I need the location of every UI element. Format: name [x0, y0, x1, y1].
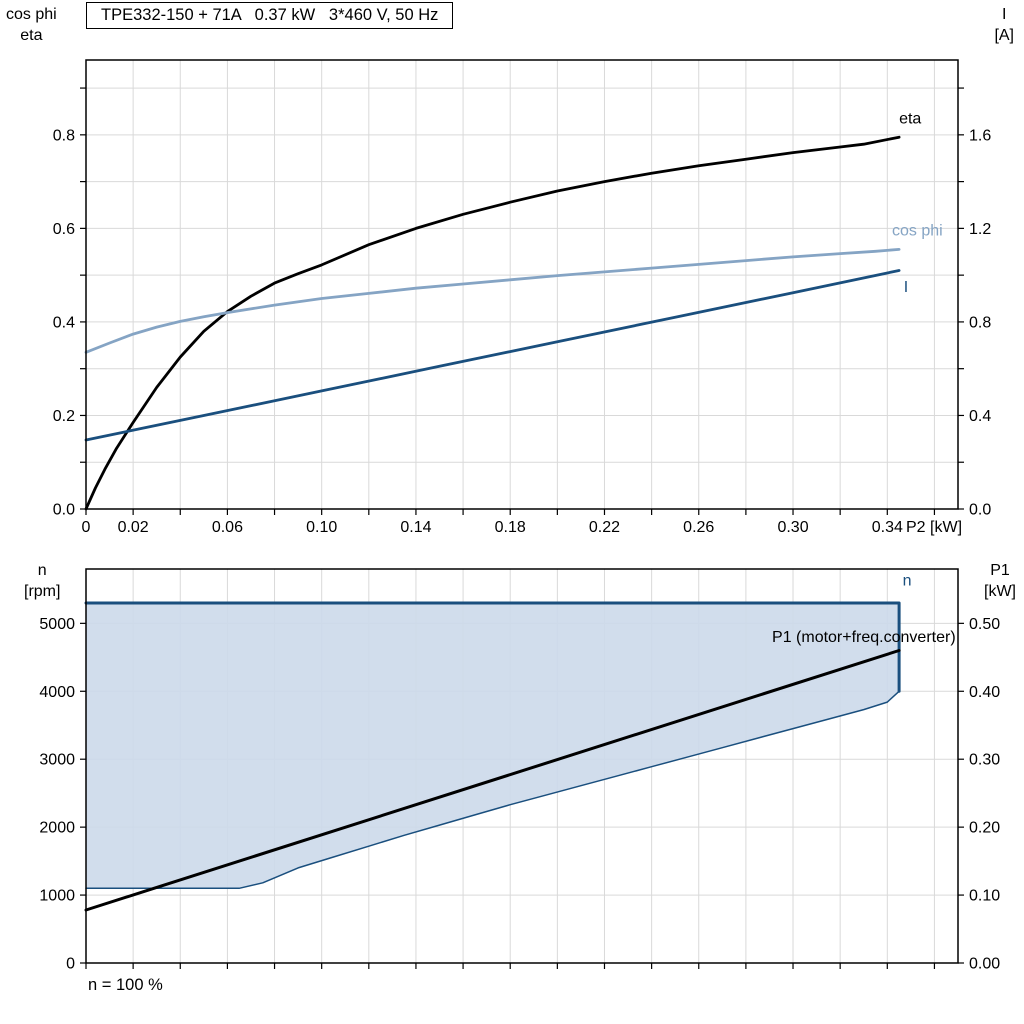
axis-label-kw-unit: [kW] — [984, 583, 1016, 600]
P1-motor-freq-converter-curve — [84, 649, 901, 912]
curve-label: P1 (motor+freq.converter) — [772, 629, 956, 646]
x-tick-label: 0.34 — [872, 519, 903, 536]
x-tick-label: 0.22 — [589, 519, 620, 536]
y-right-tick-label: 0.10 — [969, 888, 1000, 905]
axis-label-cos-phi: cos phi — [6, 6, 57, 23]
x-axis-label: P2 [kW] — [906, 519, 962, 536]
eta-curve — [84, 135, 901, 511]
curve-label: n — [903, 573, 912, 590]
top-chart-canvas: 0 0.02 0.06 0.10 0.14 0.18 0.22 0.26 0.30 0.34 P2 … — [53, 59, 991, 536]
axis-label-current: I — [1001, 6, 1007, 23]
axis-label-n: n — [37, 562, 47, 579]
axis-label-eta: eta — [20, 27, 43, 44]
y-left-tick-label: 0.8 — [53, 127, 75, 144]
curve-label: I — [904, 279, 908, 296]
y-right-tick-label: 0.40 — [969, 684, 1000, 701]
y-right-tick-label: 1.2 — [969, 221, 991, 238]
x-tick-label: 0.30 — [777, 519, 808, 536]
y-right-tick-label: 0.4 — [969, 408, 991, 425]
y-right-tick-label: 0.8 — [969, 314, 991, 331]
operating-range-area — [86, 602, 900, 889]
axis-label-ampere-unit: [A] — [994, 27, 1014, 44]
x-tick-label: 0.18 — [495, 519, 526, 536]
y-left-tick-label: 1000 — [39, 888, 75, 905]
y-right-tick-label: 0.30 — [969, 752, 1000, 769]
x-tick-label: 0.06 — [212, 519, 243, 536]
x-tick-label: 0.26 — [683, 519, 714, 536]
y-right-tick-label: 1.6 — [969, 127, 991, 144]
y-left-tick-label: 0.0 — [53, 502, 75, 519]
y-right-tick-label: 0.00 — [969, 956, 1000, 973]
x-tick-label: 0 — [82, 519, 91, 536]
current-curve — [84, 269, 901, 442]
curve-label: eta — [899, 110, 921, 127]
plot-frame — [85, 568, 959, 964]
x-tick-label: 0.02 — [118, 519, 149, 536]
bottom-chart-canvas: 0 1000 2000 3000 4000 5000 0.00 0.10 0.20 0.30 0.4… — [39, 568, 1000, 973]
y-right-tick-label: 0.0 — [969, 502, 991, 519]
n-min-limit-curve — [85, 690, 900, 890]
chart-title: TPE332-150 + 71A 0.37 kW 3*460 V, 50 Hz — [86, 2, 454, 29]
cos-phi-curve — [84, 248, 901, 354]
y-left-tick-label: 0.4 — [53, 314, 75, 331]
x-tick-label: 0.10 — [306, 519, 337, 536]
axis-label-p1: P1 — [990, 562, 1010, 579]
bottom-right-axis-label: P1 [kW] — [984, 560, 1016, 602]
y-left-tick-label: 4000 — [39, 684, 75, 701]
y-left-tick-label: 2000 — [39, 820, 75, 837]
y-left-tick-label: 0 — [66, 956, 75, 973]
axis-label-rpm-unit: [rpm] — [24, 583, 61, 600]
bottom-left-axis-label: n [rpm] — [24, 560, 60, 602]
n-max-curve — [84, 601, 901, 693]
y-left-tick-label: 0.2 — [53, 408, 75, 425]
plot-frame — [85, 59, 959, 510]
top-left-axis-label: cos phi eta — [6, 4, 57, 46]
speed-footnote: n = 100 % — [88, 976, 163, 994]
y-left-tick-label: 0.6 — [53, 221, 75, 238]
y-left-tick-label: 5000 — [39, 616, 75, 633]
curve-label: cos phi — [892, 223, 943, 240]
y-left-tick-label: 3000 — [39, 752, 75, 769]
top-right-axis-label: I [A] — [994, 4, 1014, 46]
y-right-tick-label: 0.20 — [969, 820, 1000, 837]
y-right-tick-label: 0.50 — [969, 616, 1000, 633]
x-tick-label: 0.14 — [400, 519, 431, 536]
